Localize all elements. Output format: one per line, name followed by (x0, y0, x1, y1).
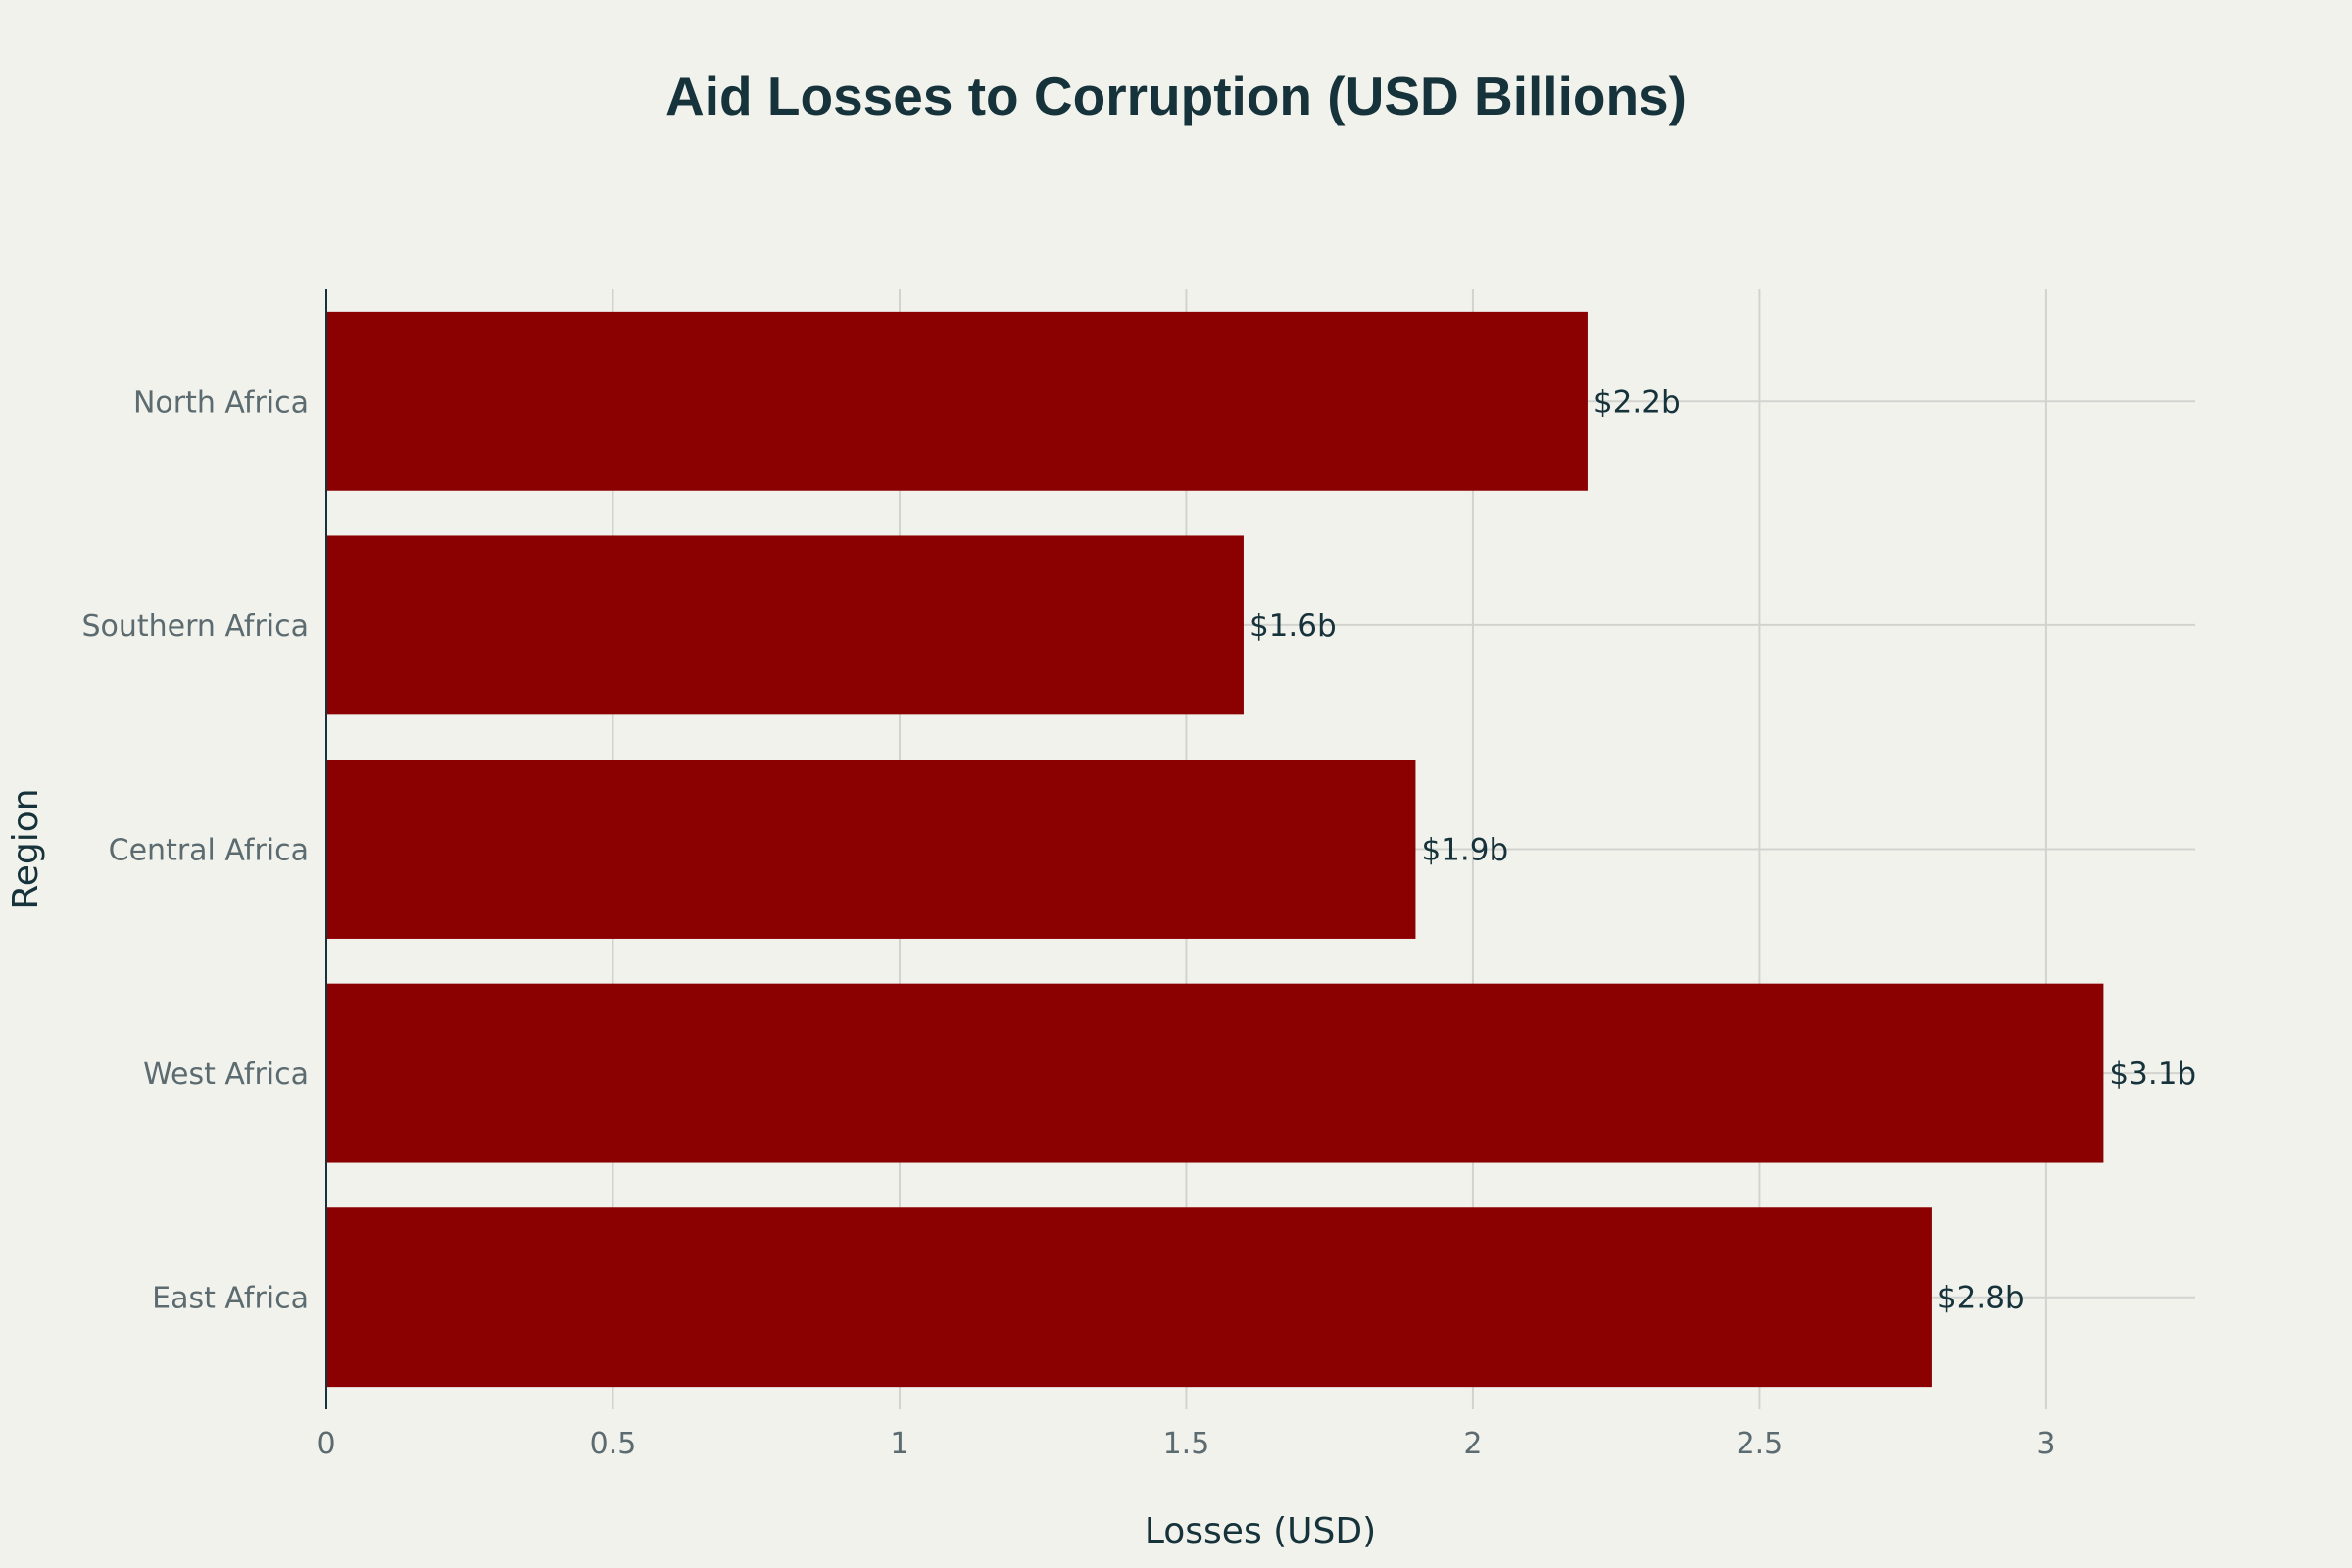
axes: 0 0.5 1 1.5 2 2.5 3 East Africa West Africa Centr… (81, 289, 2055, 1461)
data-label: $1.6b (1250, 609, 1337, 644)
y-tick-label: Central Africa (109, 834, 309, 868)
y-axis-title: Region (6, 788, 46, 908)
x-tick-label: 1 (890, 1427, 908, 1461)
data-label: $2.8b (1937, 1281, 2025, 1316)
bar-southern-africa (326, 535, 1244, 715)
x-tick-label: 2.5 (1737, 1427, 1784, 1461)
bars (326, 311, 2104, 1388)
data-label: $2.2b (1593, 384, 1681, 419)
bar-north-africa (326, 311, 1588, 491)
x-tick-label: 2 (1463, 1427, 1482, 1461)
bar-east-africa (326, 1207, 1932, 1388)
bar-west-africa (326, 983, 2104, 1163)
y-tick-label: East Africa (152, 1282, 309, 1316)
bar-central-africa (326, 760, 1416, 939)
y-tick-label: West Africa (143, 1057, 309, 1092)
data-label: $3.1b (2109, 1056, 2196, 1092)
x-axis-title: Losses (USD) (1145, 1511, 1376, 1551)
x-tick-label: 0.5 (590, 1427, 637, 1461)
y-tick-label: North Africa (133, 385, 309, 419)
x-tick-label: 0 (317, 1427, 335, 1461)
data-labels: $2.8b $3.1b $1.9b $1.6b $2.2b (1250, 384, 2196, 1315)
data-label: $1.9b (1421, 833, 1508, 868)
x-tick-label: 1.5 (1163, 1427, 1210, 1461)
chart-title: Aid Losses to Corruption (USD Billions) (665, 66, 1687, 126)
x-tick-label: 3 (2036, 1427, 2055, 1461)
y-tick-label: Southern Africa (81, 610, 309, 644)
